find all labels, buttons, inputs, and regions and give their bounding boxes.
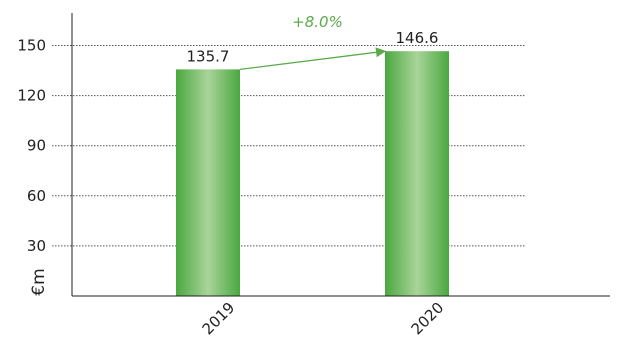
bar-2019 xyxy=(176,69,240,296)
data-label-2020: 146.6 xyxy=(396,29,439,47)
y-tick-label-30: 30 xyxy=(27,237,46,255)
y-tick-label-150: 150 xyxy=(17,37,46,55)
x-tick-label-2019: 2019 xyxy=(199,299,239,339)
growth-arrow xyxy=(239,47,386,71)
bar-2020 xyxy=(385,51,449,296)
y-tick-label-60: 60 xyxy=(27,187,46,205)
axes xyxy=(71,13,610,297)
data-label-2019: 135.7 xyxy=(187,47,230,65)
growth-annotation: +8.0% xyxy=(292,13,343,31)
y-tick-label-90: 90 xyxy=(27,137,46,155)
y-tick-label-120: 120 xyxy=(17,87,46,105)
bars xyxy=(176,51,449,296)
y-axis-label: €m xyxy=(29,268,49,295)
x-tick-label-2020: 2020 xyxy=(408,299,448,339)
